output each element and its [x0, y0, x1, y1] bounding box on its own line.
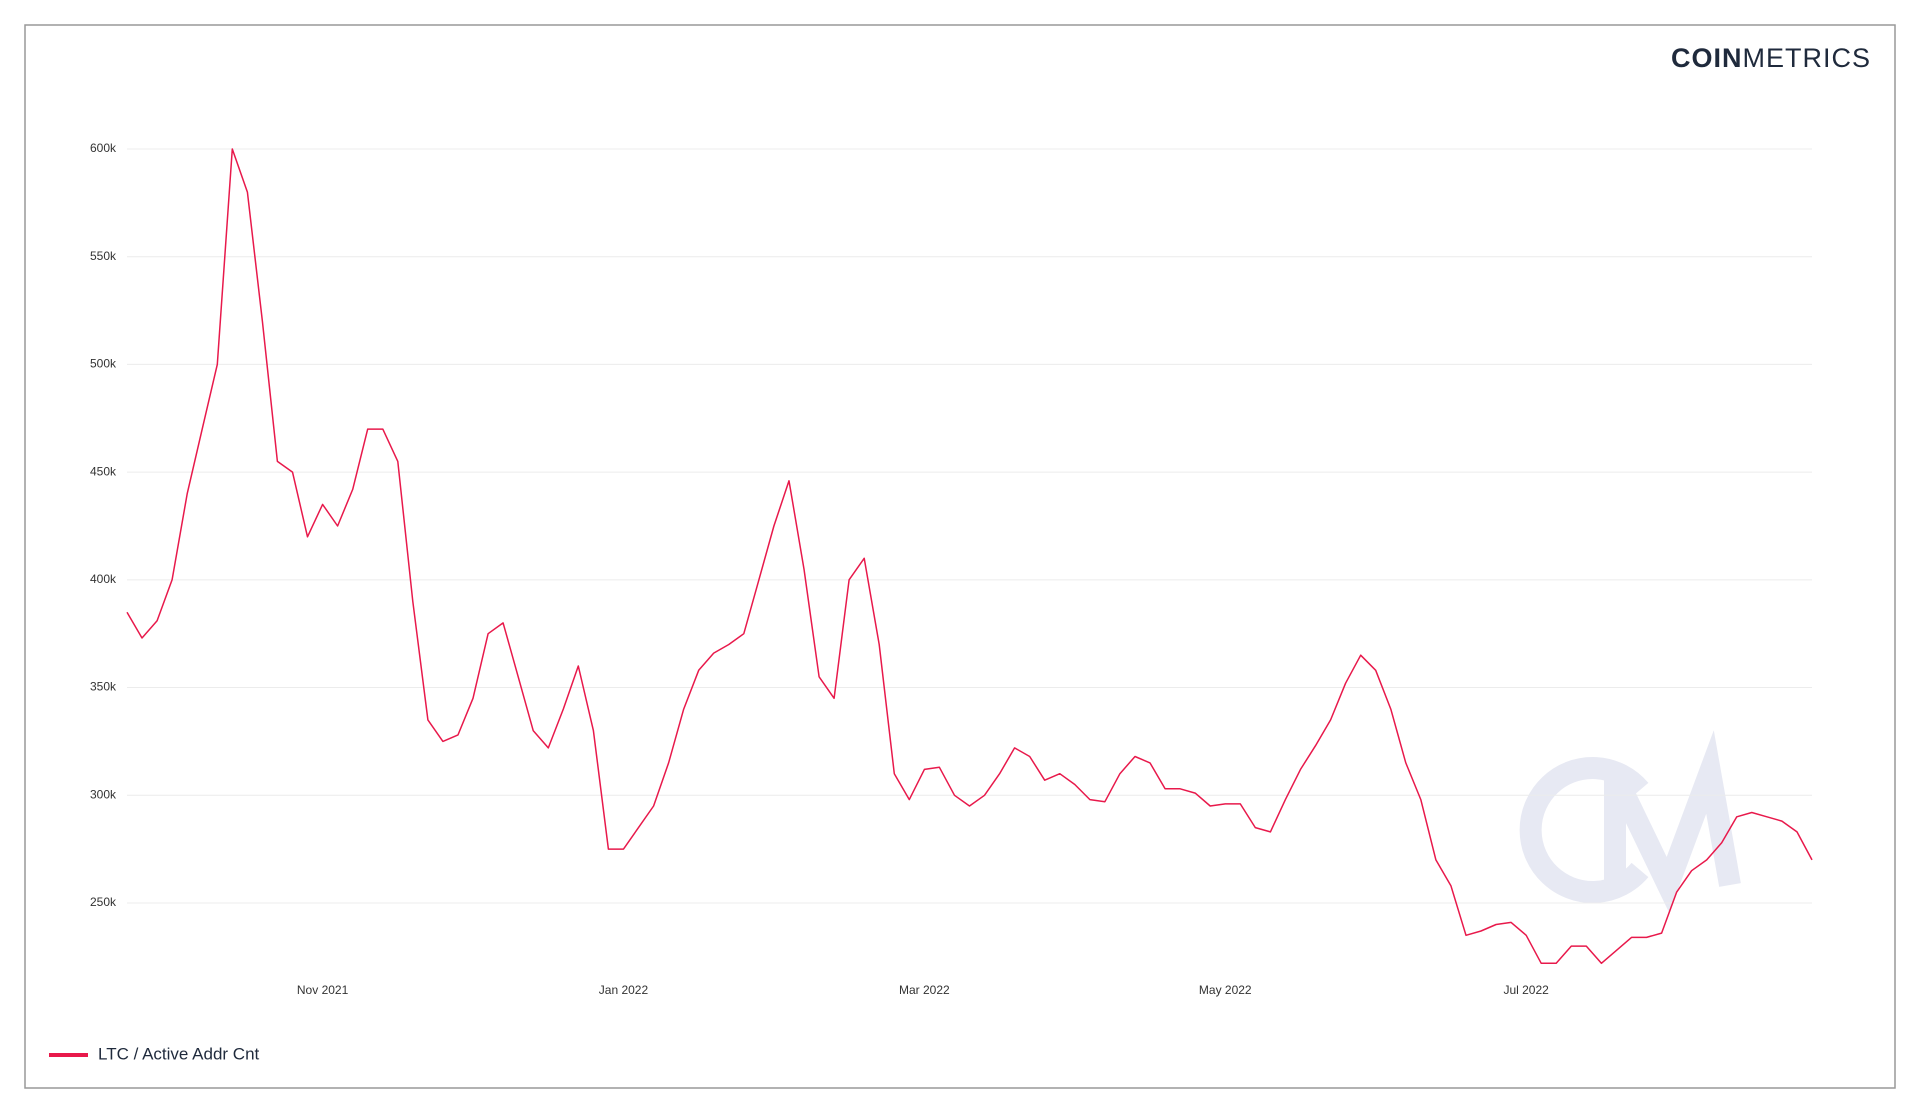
series-line	[126, 148, 1813, 965]
y-tick-label: 550k	[90, 249, 117, 263]
legend: LTC / Active Addr Cnt	[49, 1044, 260, 1063]
watermark	[1519, 730, 1741, 914]
brand-logo: COINMETRICS	[1671, 43, 1871, 73]
y-tick-label: 250k	[90, 895, 117, 909]
brand-light: METRICS	[1743, 43, 1872, 73]
y-tick-label: 450k	[90, 464, 117, 478]
y-tick-label: 300k	[90, 787, 117, 801]
x-tick-label: Mar 2022	[899, 983, 950, 997]
legend-label: LTC / Active Addr Cnt	[98, 1044, 260, 1063]
y-tick-label: 600k	[90, 141, 117, 155]
x-tick-label: Jan 2022	[599, 983, 649, 997]
x-tick-label: May 2022	[1199, 983, 1252, 997]
brand-bold: COIN	[1671, 43, 1743, 73]
frame	[24, 24, 1896, 1089]
y-tick-label: 350k	[90, 680, 117, 694]
x-tick-label: Jul 2022	[1503, 983, 1549, 997]
y-tick-label: 400k	[90, 572, 117, 586]
y-tick-label: 500k	[90, 357, 117, 371]
x-tick-label: Nov 2021	[297, 983, 349, 997]
